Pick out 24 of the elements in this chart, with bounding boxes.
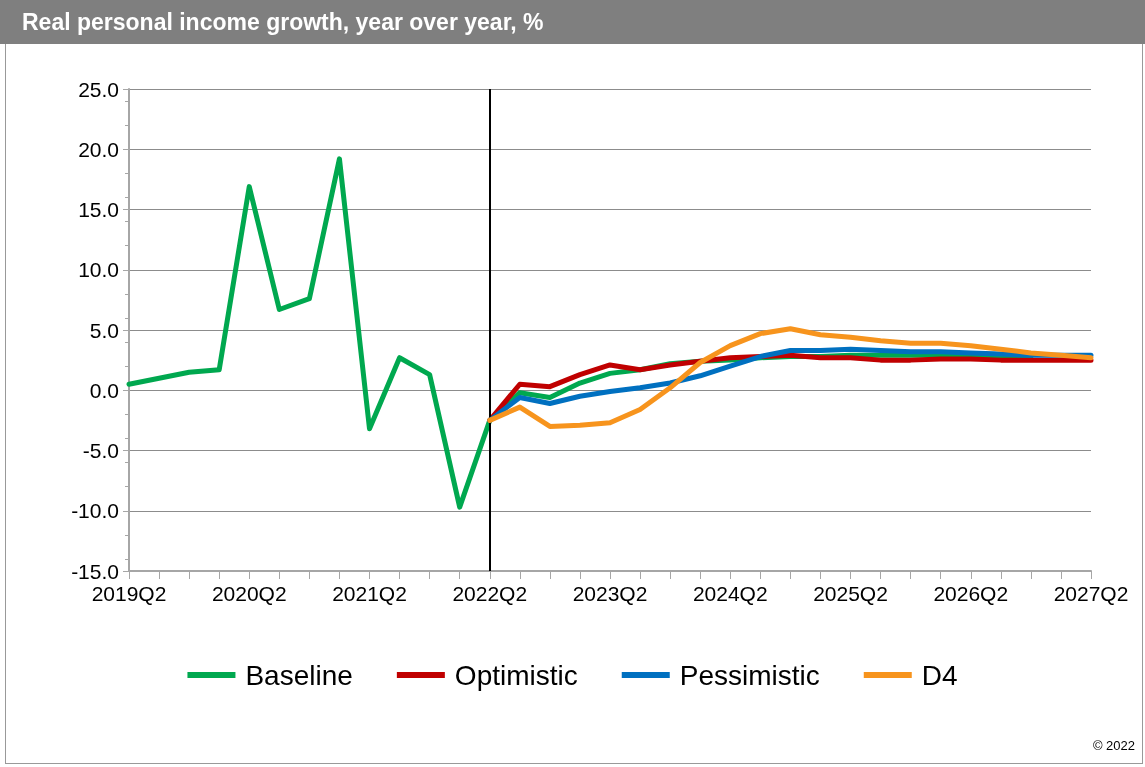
x-tick-label: 2027Q2 xyxy=(1053,582,1129,605)
x-tick-label: 2026Q2 xyxy=(933,582,1009,605)
x-tick-label: 2024Q2 xyxy=(692,582,768,605)
y-tick-label: -15.0 xyxy=(71,559,119,583)
y-tick-label: -10.0 xyxy=(71,499,119,523)
y-tick-label: 0.0 xyxy=(89,378,119,402)
legend-label: Pessimistic xyxy=(679,659,820,691)
legend-label: Optimistic xyxy=(454,659,578,691)
y-tick-label: -5.0 xyxy=(82,439,119,462)
text: © 2022 xyxy=(1092,738,1135,753)
x-tick-label: 2023Q2 xyxy=(572,582,648,605)
legend-label: Baseline xyxy=(245,659,353,691)
y-tick-label: 20.0 xyxy=(78,137,119,161)
x-tick-label: 2022Q2 xyxy=(452,582,528,605)
x-tick-label: 2020Q2 xyxy=(211,582,287,605)
x-tick-label: 2019Q2 xyxy=(91,582,167,605)
y-tick-label: 15.0 xyxy=(78,198,119,221)
legend-label: D4 xyxy=(921,659,958,691)
y-tick-label: 5.0 xyxy=(89,318,119,342)
x-tick-label: 2021Q2 xyxy=(332,582,407,605)
y-tick-label: 25.0 xyxy=(78,77,119,101)
x-tick-label: 2025Q2 xyxy=(813,582,888,605)
y-tick-label: 10.0 xyxy=(78,258,119,282)
chart-title: Real personal income growth, year over year, % xyxy=(0,0,1145,44)
